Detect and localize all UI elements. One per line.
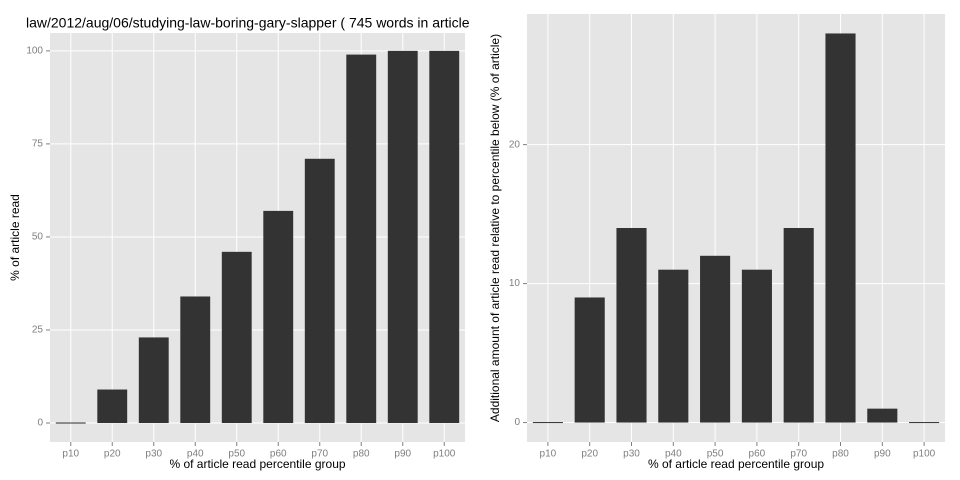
- x-tick-label: p10: [62, 449, 79, 460]
- bar: [97, 389, 128, 424]
- bar: [429, 50, 460, 424]
- bar: [387, 50, 418, 424]
- chart-title: law/2012/aug/06/studying-law-boring-gary…: [26, 15, 470, 31]
- x-tick-label: p100: [433, 449, 456, 460]
- x-tick-label: p40: [665, 449, 682, 460]
- y-tick-label: 10: [509, 278, 521, 289]
- y-tick-label: 100: [26, 46, 43, 57]
- x-axis-title: % of article read percentile group: [169, 457, 345, 471]
- x-axis-title: % of article read percentile group: [648, 457, 824, 471]
- bar: [616, 228, 647, 423]
- y-axis-title: Additional amount of article read relati…: [488, 34, 502, 422]
- x-tick-label: p60: [749, 449, 766, 460]
- y-tick-label: 0: [37, 418, 43, 429]
- x-tick-label: p50: [707, 449, 724, 460]
- bar: [783, 228, 814, 423]
- x-tick-label: p70: [311, 449, 328, 460]
- bar: [700, 255, 731, 423]
- y-axis-title: % of article read: [8, 194, 22, 281]
- bar: [346, 54, 377, 424]
- y-tick-label: 75: [32, 139, 44, 150]
- bar: [658, 269, 689, 423]
- x-tick-label: p20: [581, 449, 598, 460]
- bar: [574, 297, 605, 423]
- x-tick-label: p10: [540, 449, 557, 460]
- x-tick-label: p40: [187, 449, 204, 460]
- y-tick-label: 50: [32, 232, 44, 243]
- bar: [263, 210, 294, 424]
- bar: [909, 422, 940, 424]
- bar: [532, 422, 563, 424]
- x-tick-label: p80: [832, 449, 849, 460]
- x-tick-label: p50: [228, 449, 245, 460]
- x-tick-label: p20: [104, 449, 121, 460]
- x-tick-label: p30: [145, 449, 162, 460]
- x-tick-label: p70: [790, 449, 807, 460]
- bar: [304, 158, 335, 424]
- bar: [867, 408, 898, 423]
- x-tick-label: p90: [394, 449, 411, 460]
- bar: [825, 33, 856, 423]
- y-tick-label: 25: [32, 325, 44, 336]
- bar: [221, 251, 252, 424]
- y-tick-label: 20: [509, 139, 521, 150]
- bar: [741, 269, 772, 423]
- x-tick-label: p60: [270, 449, 287, 460]
- x-tick-label: p30: [623, 449, 640, 460]
- x-tick-label: p100: [913, 449, 936, 460]
- y-tick-label: 0: [514, 417, 520, 428]
- bar: [138, 337, 169, 424]
- x-tick-label: p90: [874, 449, 891, 460]
- bar: [55, 422, 86, 424]
- bar: [180, 296, 211, 424]
- x-tick-label: p80: [353, 449, 370, 460]
